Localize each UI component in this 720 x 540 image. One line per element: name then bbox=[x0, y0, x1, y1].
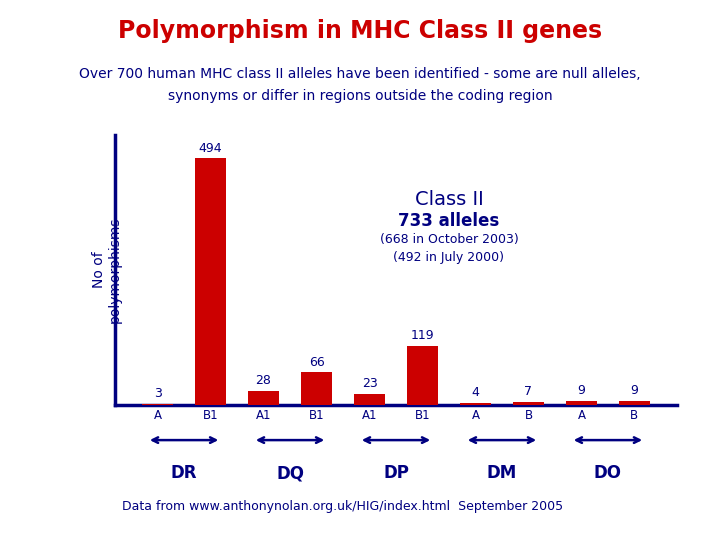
Text: (492 in July 2000): (492 in July 2000) bbox=[394, 251, 505, 264]
Text: DM: DM bbox=[487, 464, 517, 482]
Bar bbox=[248, 391, 279, 405]
Bar bbox=[513, 402, 544, 405]
Text: 9: 9 bbox=[577, 384, 585, 397]
Text: Class II: Class II bbox=[415, 190, 483, 209]
Text: DO: DO bbox=[594, 464, 622, 482]
Text: Polymorphism in MHC Class II genes: Polymorphism in MHC Class II genes bbox=[118, 19, 602, 43]
Text: 66: 66 bbox=[309, 355, 325, 368]
Bar bbox=[354, 394, 385, 405]
Text: (668 in October 2003): (668 in October 2003) bbox=[379, 233, 518, 246]
Text: DQ: DQ bbox=[276, 464, 304, 482]
Text: 7: 7 bbox=[524, 385, 533, 398]
Bar bbox=[565, 401, 598, 405]
Text: 4: 4 bbox=[472, 387, 480, 400]
Text: 3: 3 bbox=[153, 387, 161, 400]
Y-axis label: No of
polymorphisms: No of polymorphisms bbox=[91, 217, 122, 323]
Text: 119: 119 bbox=[410, 329, 434, 342]
Text: DP: DP bbox=[383, 464, 409, 482]
Text: synonyms or differ in regions outside the coding region: synonyms or differ in regions outside th… bbox=[168, 89, 552, 103]
Bar bbox=[194, 158, 227, 405]
Text: DR: DR bbox=[171, 464, 197, 482]
Text: 28: 28 bbox=[256, 375, 271, 388]
Text: 733 alleles: 733 alleles bbox=[398, 213, 500, 231]
Text: 9: 9 bbox=[631, 384, 639, 397]
Bar bbox=[301, 372, 333, 405]
Bar bbox=[142, 403, 174, 405]
Bar bbox=[459, 403, 491, 405]
Text: 494: 494 bbox=[199, 141, 222, 154]
Bar bbox=[618, 401, 650, 405]
Text: 23: 23 bbox=[361, 377, 377, 390]
Text: Over 700 human MHC class II alleles have been identified - some are null alleles: Over 700 human MHC class II alleles have… bbox=[79, 68, 641, 82]
Bar bbox=[407, 346, 438, 405]
Text: Data from www.anthonynolan.org.uk/HIG/index.html  September 2005: Data from www.anthonynolan.org.uk/HIG/in… bbox=[122, 500, 564, 513]
